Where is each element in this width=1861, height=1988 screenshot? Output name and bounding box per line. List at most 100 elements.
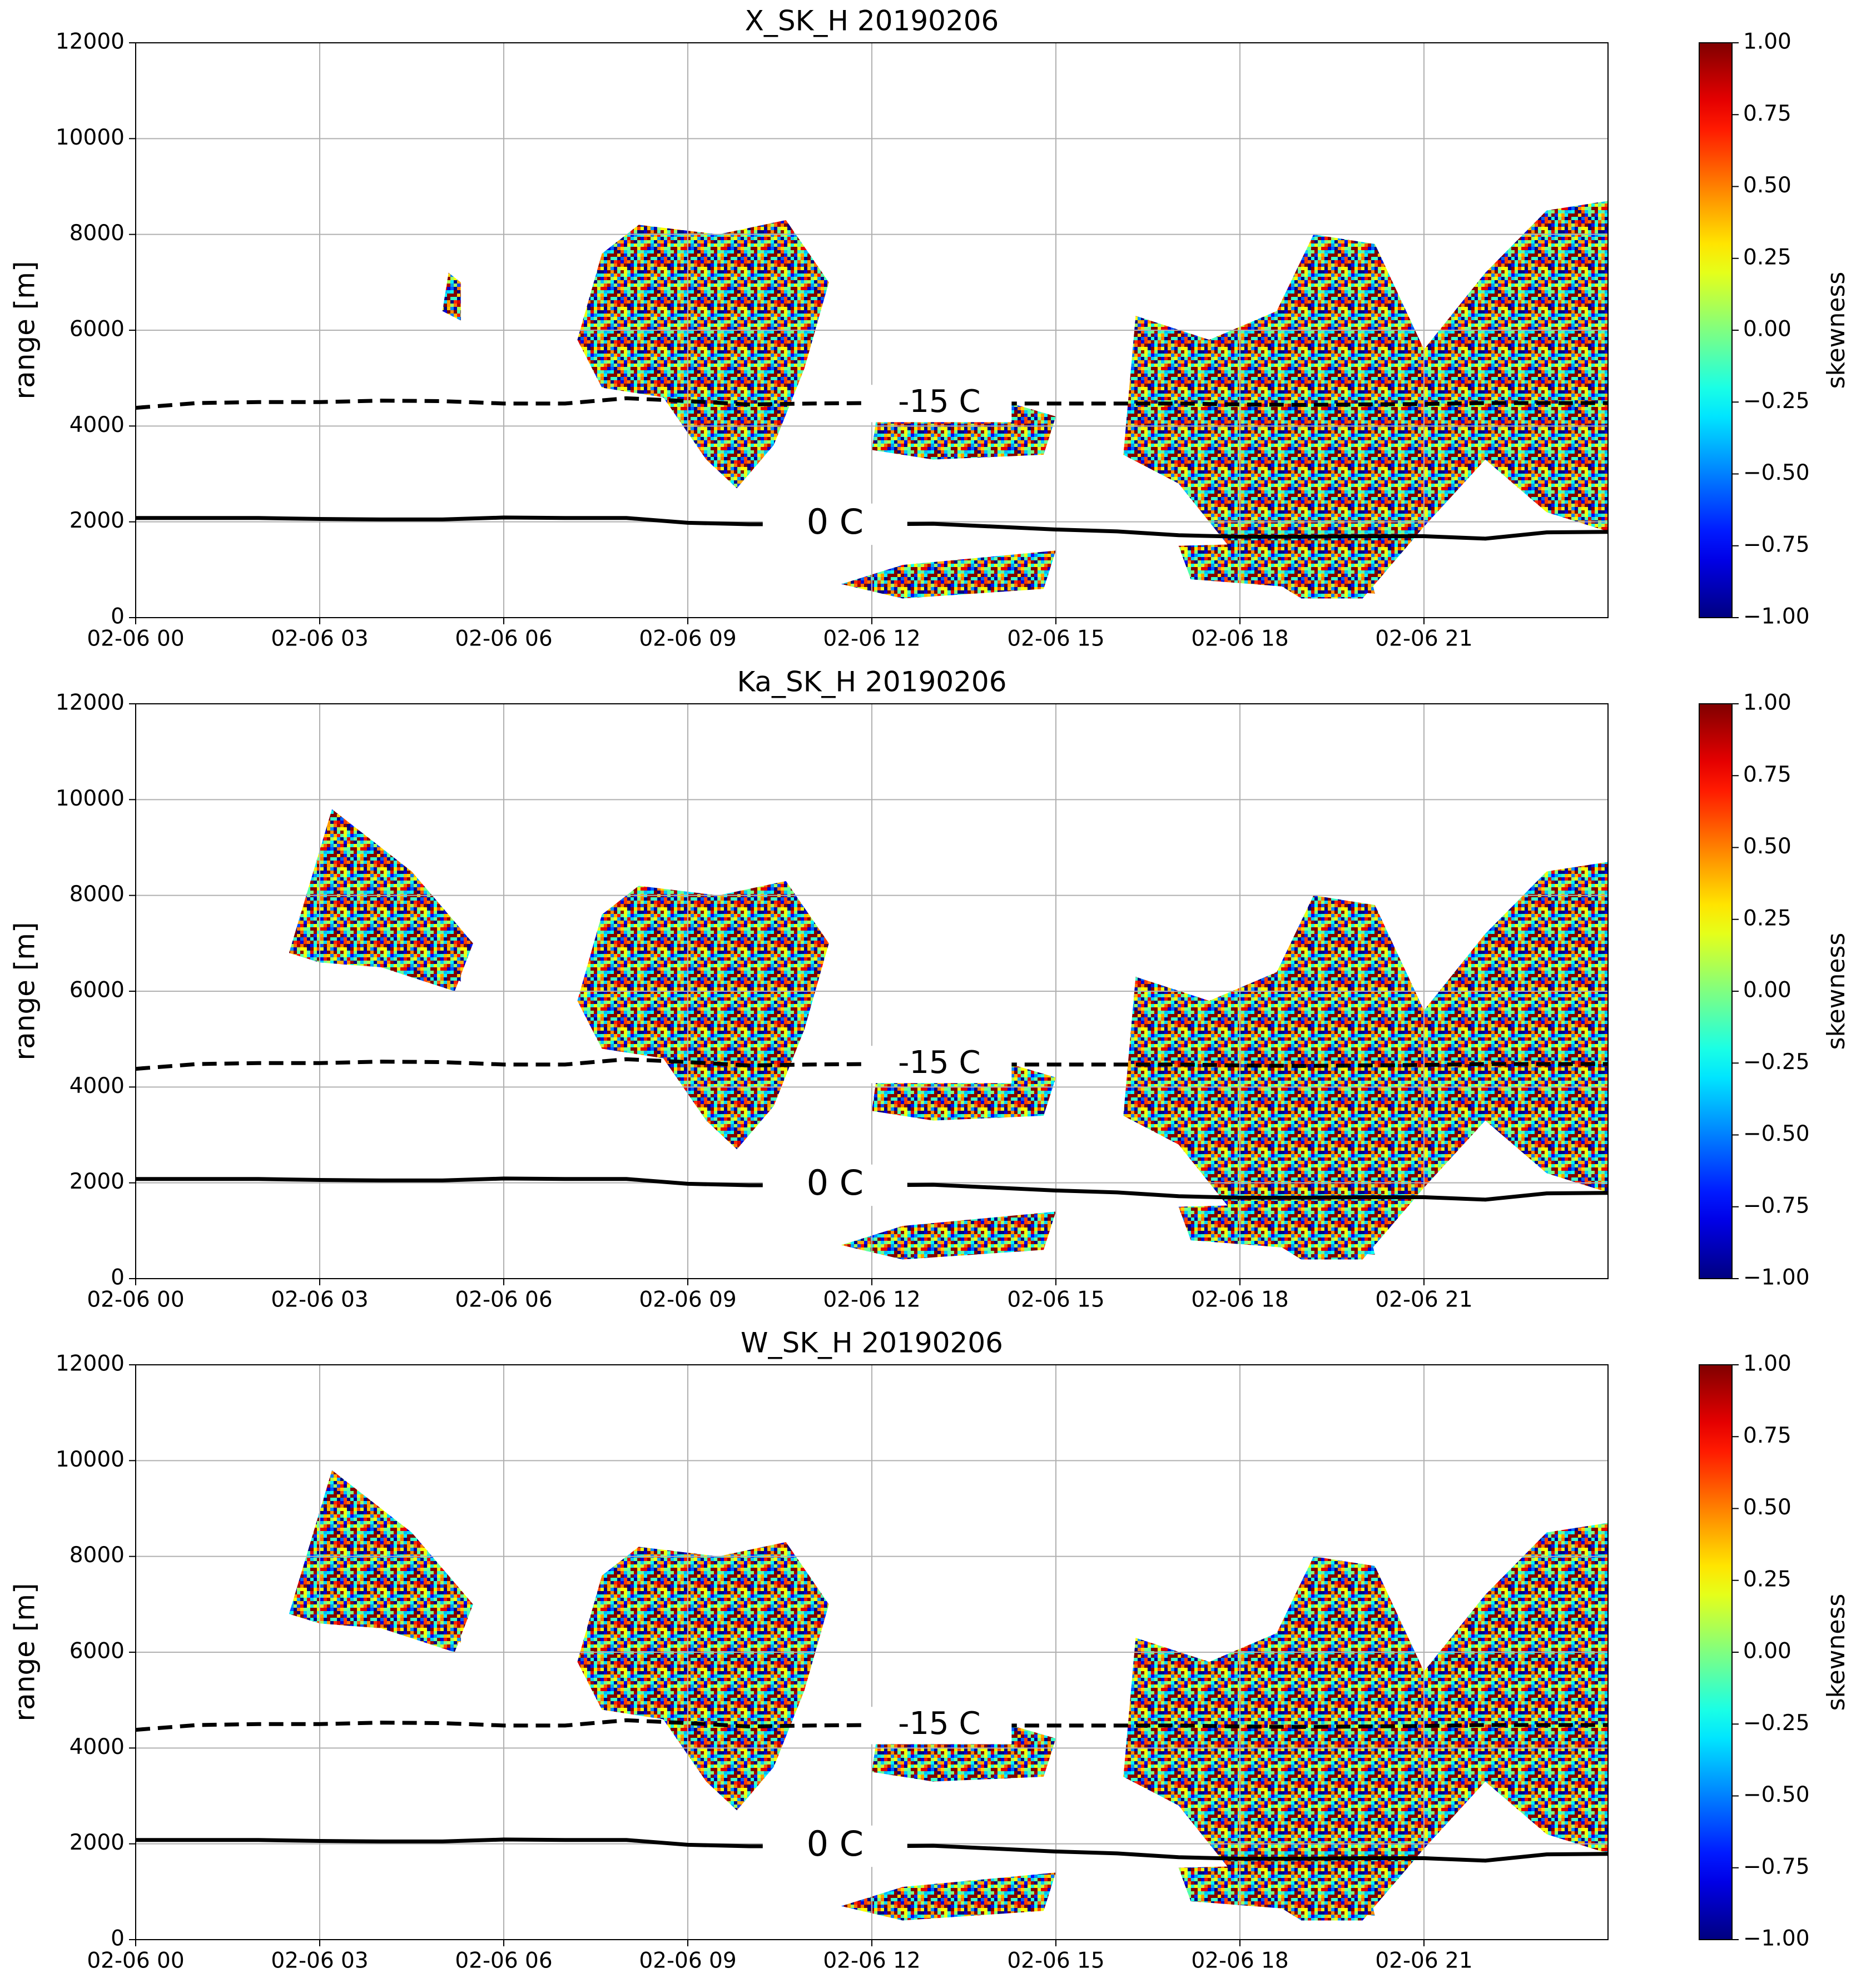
colorbar-tick-label: 1.00 [1743, 29, 1791, 54]
colorbar-tick-label: 1.00 [1743, 690, 1791, 715]
x-tick-label: 02-06 15 [1007, 1949, 1104, 1974]
y-tick-label: 2000 [70, 508, 125, 533]
echo-region [577, 881, 829, 1150]
echo-region [289, 809, 473, 991]
x-tick-label: 02-06 00 [87, 1949, 184, 1974]
y-axis-label: range [m] [9, 922, 41, 1061]
y-tick-label: 4000 [70, 1734, 125, 1760]
x-tick-label: 02-06 09 [639, 627, 736, 652]
y-tick-label: 10000 [56, 1447, 125, 1472]
y-tick-label: 10000 [56, 125, 125, 150]
x-tick-label: 02-06 03 [271, 1288, 368, 1313]
plot-frame [135, 1364, 1609, 1940]
echo-region [1178, 1863, 1375, 1916]
chart-title: Ka_SK_H 20190206 [737, 666, 1006, 698]
colorbar-tick-label: 0.75 [1743, 762, 1791, 787]
colorbar-tick-label: 0.75 [1743, 1423, 1791, 1448]
isotherm-label: -15 C [898, 1706, 980, 1742]
plot-frame [135, 42, 1609, 618]
colorbar-tick-label: 0.75 [1743, 101, 1791, 126]
echo-region [841, 1211, 1056, 1260]
y-tick-label: 4000 [70, 412, 125, 438]
echo-region [841, 1872, 1056, 1921]
isotherm-label: -15 C [898, 384, 980, 420]
colorbar-label: skewness [1822, 1594, 1850, 1711]
y-tick-label: 2000 [70, 1169, 125, 1194]
echo-region [1178, 1202, 1375, 1255]
echo-region [577, 220, 829, 489]
isotherm-label: 0 C [807, 501, 863, 542]
chart-title: W_SK_H 20190206 [741, 1327, 1003, 1359]
colorbar-tick-label: −0.25 [1743, 1711, 1810, 1736]
colorbar [1699, 703, 1733, 1279]
x-tick-label: 02-06 03 [271, 627, 368, 652]
x-tick-label: 02-06 06 [455, 1949, 552, 1974]
x-tick-label: 02-06 12 [823, 1949, 920, 1974]
colorbar-tick-label: 0.50 [1743, 1495, 1791, 1520]
y-tick-label: 8000 [70, 882, 125, 907]
echo-region [442, 272, 461, 321]
panel: 0 2000 4000 6000 8000 10000 12000 02-06 00 02-06… [9, 1327, 1851, 1974]
x-tick-label: 02-06 15 [1007, 627, 1104, 652]
y-axis-label: range [m] [9, 261, 41, 400]
colorbar [1699, 42, 1733, 618]
colorbar-tick-label: −1.00 [1743, 1926, 1810, 1951]
echo-region [1123, 201, 1608, 599]
y-tick-label: 8000 [70, 221, 125, 246]
y-tick-label: 6000 [70, 978, 125, 1003]
x-tick-label: 02-06 18 [1191, 1288, 1288, 1313]
x-tick-label: 02-06 18 [1191, 627, 1288, 652]
colorbar-tick-label: −0.25 [1743, 1050, 1810, 1075]
y-tick-label: 12000 [56, 1351, 125, 1376]
colorbar-tick-label: 1.00 [1743, 1351, 1791, 1376]
colorbar-tick-label: 0.00 [1743, 978, 1791, 1003]
echo-region [577, 1542, 829, 1811]
isotherm-label: 0 C [807, 1162, 863, 1203]
colorbar-label: skewness [1822, 272, 1850, 389]
colorbar-tick-label: 0.50 [1743, 834, 1791, 859]
isotherm-label: 0 C [807, 1823, 863, 1864]
echo-region [1123, 862, 1608, 1260]
colorbar-tick-label: −1.00 [1743, 604, 1810, 629]
y-tick-label: 6000 [70, 1639, 125, 1664]
plot-frame [135, 703, 1609, 1279]
colorbar-label: skewness [1822, 933, 1850, 1050]
x-tick-label: 02-06 06 [455, 1288, 552, 1313]
colorbar-tick-label: 0.25 [1743, 906, 1791, 931]
colorbar-tick-label: −0.75 [1743, 1854, 1810, 1879]
x-tick-label: 02-06 15 [1007, 1288, 1104, 1313]
isotherm-label: -15 C [898, 1045, 980, 1081]
y-tick-label: 6000 [70, 317, 125, 342]
colorbar-tick-label: 0.25 [1743, 1567, 1791, 1592]
y-tick-label: 12000 [56, 690, 125, 715]
x-tick-label: 02-06 12 [823, 627, 920, 652]
y-axis-label: range [m] [9, 1583, 41, 1722]
colorbar-tick-label: 0.50 [1743, 173, 1791, 198]
chart-title: X_SK_H 20190206 [745, 5, 999, 37]
x-tick-label: 02-06 09 [639, 1288, 736, 1313]
panel: 0 2000 4000 6000 8000 10000 12000 02-06 00 02-06… [9, 666, 1851, 1313]
colorbar-tick-label: 0.25 [1743, 245, 1791, 270]
colorbar-tick-label: −0.75 [1743, 532, 1810, 557]
x-tick-label: 02-06 12 [823, 1288, 920, 1313]
echo-region [1123, 1523, 1608, 1921]
colorbar-tick-label: −0.50 [1743, 460, 1810, 485]
y-tick-label: 12000 [56, 29, 125, 54]
x-tick-label: 02-06 06 [455, 627, 552, 652]
echo-region [841, 550, 1056, 599]
x-tick-label: 02-06 03 [271, 1949, 368, 1974]
panel: 0 2000 4000 6000 8000 10000 12000 02-06 00 02-06… [9, 5, 1851, 652]
x-tick-label: 02-06 21 [1375, 627, 1472, 652]
x-tick-label: 02-06 00 [87, 627, 184, 652]
x-tick-label: 02-06 21 [1375, 1949, 1472, 1974]
y-tick-label: 8000 [70, 1543, 125, 1568]
colorbar-tick-label: −0.50 [1743, 1121, 1810, 1146]
echo-region [1178, 541, 1375, 594]
y-tick-label: 10000 [56, 786, 125, 811]
x-tick-label: 02-06 00 [87, 1288, 184, 1313]
y-tick-label: 2000 [70, 1830, 125, 1855]
x-tick-label: 02-06 18 [1191, 1949, 1288, 1974]
colorbar-tick-label: 0.00 [1743, 317, 1791, 342]
x-tick-label: 02-06 21 [1375, 1288, 1472, 1313]
y-tick-label: 0 [111, 604, 125, 629]
